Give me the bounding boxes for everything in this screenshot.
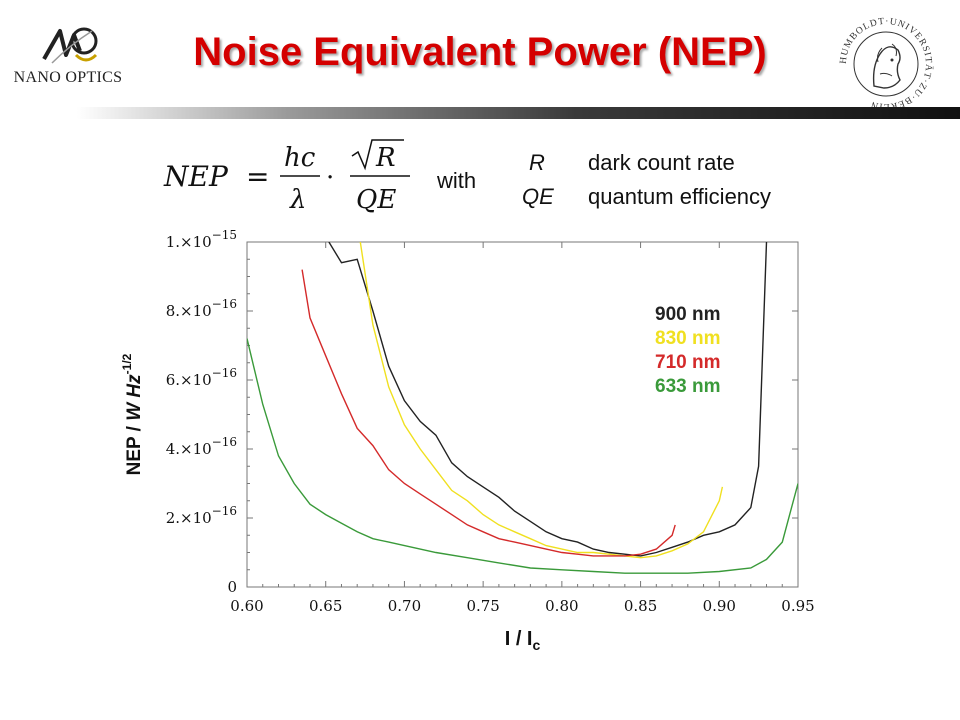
page-title: Noise Equivalent Power (NEP) <box>193 30 767 74</box>
x-tick-label: 0.95 <box>781 597 814 615</box>
x-tick-label: 0.70 <box>388 597 421 615</box>
with-label: with <box>437 168 477 193</box>
y-tick-label: 8.×10−16 <box>166 297 237 320</box>
series-line-633-nm <box>247 338 798 574</box>
nano-optics-logo: NANO OPTICS <box>8 25 128 95</box>
nep-chart: 0.60 0.65 0.70 0.75 0.80 0.85 0.90 0.95 0 2.×10−1… <box>120 228 815 653</box>
series-line-710-nm <box>301 269 676 557</box>
qe-definition: quantum efficiency <box>588 184 772 209</box>
legend-entry: 900 nm <box>655 304 720 325</box>
series-line-900-nm <box>328 242 768 557</box>
r-symbol: R <box>529 150 545 175</box>
r-definition: dark count rate <box>588 150 735 175</box>
seal-text: HUMBOLDT·UNIVERSITÄT·ZU·BERLIN <box>839 17 934 111</box>
nep-formula: NEP = hc λ · R QE <box>163 139 410 215</box>
legend-entry: 710 nm <box>655 352 720 373</box>
nano-optics-logo-icon <box>42 27 98 64</box>
x-tick-label: 0.85 <box>624 597 657 615</box>
y-tick-label: 2.×10−16 <box>166 504 237 527</box>
svg-text:QE: QE <box>356 185 396 215</box>
svg-text:·: · <box>326 163 334 193</box>
y-tick-label: 1.×10−15 <box>166 228 237 251</box>
x-tick-label: 0.60 <box>230 597 263 615</box>
legend-entry: 633 nm <box>655 376 720 397</box>
qe-symbol: QE <box>522 184 554 209</box>
title-divider-bar <box>0 107 960 119</box>
x-tick-label: 0.75 <box>466 597 499 615</box>
logo-left-text: NANO OPTICS <box>13 69 123 86</box>
svg-text:λ: λ <box>289 185 306 215</box>
y-axis-label: NEP / W Hz-1/2 <box>120 353 145 475</box>
x-tick-label: 0.65 <box>309 597 342 615</box>
legend-entry: 830 nm <box>655 328 720 349</box>
y-tick-label: 0 <box>227 578 237 596</box>
svg-text:HUMBOLDT·UNIVERSITÄT·ZU·BERLIN: HUMBOLDT·UNIVERSITÄT·ZU·BERLIN <box>839 17 935 111</box>
y-tick-label: 6.×10−16 <box>166 366 237 389</box>
x-tick-label: 0.90 <box>703 597 736 615</box>
series-line-830-nm <box>359 242 724 559</box>
svg-text:=: = <box>246 160 269 193</box>
y-tick-label: 4.×10−16 <box>166 435 237 458</box>
svg-text:NEP: NEP <box>163 160 229 193</box>
university-seal-icon: HUMBOLDT·UNIVERSITÄT·ZU·BERLIN <box>839 17 935 111</box>
x-axis-label: I / Ic <box>505 628 541 653</box>
x-tick-label: 0.80 <box>545 597 578 615</box>
svg-text:hc: hc <box>284 143 316 173</box>
svg-text:R: R <box>375 143 396 173</box>
